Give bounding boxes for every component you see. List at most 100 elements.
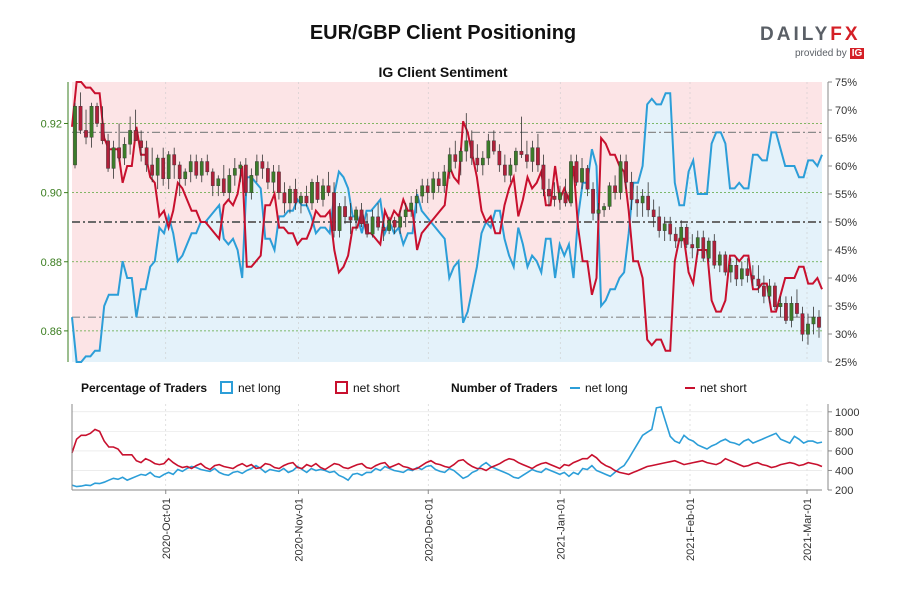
price-tick-label: 0.90 — [41, 188, 62, 200]
candle-body — [172, 154, 177, 166]
candle-body — [453, 154, 458, 162]
sentiment-line — [71, 81, 823, 363]
count-tick-label: 800 — [835, 426, 853, 438]
candle-body — [602, 206, 606, 211]
price-tick-label: 0.88 — [41, 257, 62, 269]
candle-body — [618, 161, 623, 193]
candle-body — [370, 216, 375, 235]
pct-tick-label: 50% — [835, 217, 857, 229]
count-tick-label: 200 — [835, 485, 853, 497]
candle-body — [95, 105, 99, 124]
candle-body — [547, 188, 551, 197]
candle-body — [723, 254, 728, 273]
candle-body — [695, 237, 700, 249]
candle-body — [442, 171, 447, 186]
candle-body — [480, 157, 485, 166]
price-tick-label: 0.92 — [41, 118, 62, 130]
candle-body — [800, 313, 805, 335]
net-long-pct-line — [71, 92, 823, 363]
candle-body — [249, 175, 254, 193]
candle-body — [613, 185, 617, 193]
candle-body — [84, 130, 88, 138]
candle-body — [497, 150, 502, 166]
candle-body — [321, 185, 325, 200]
pct-tick-label: 75% — [835, 77, 857, 89]
candle-body — [161, 157, 166, 179]
candle-body — [409, 202, 414, 211]
candle-body — [282, 192, 287, 204]
candle-body — [243, 164, 248, 193]
candle-body — [447, 154, 452, 173]
candle-body — [591, 188, 595, 214]
candle-body — [508, 164, 513, 176]
candle-body — [403, 209, 408, 218]
candle-body — [128, 130, 132, 145]
candle-body — [188, 161, 193, 173]
candle-body — [315, 182, 320, 200]
net-short-pct-line — [71, 81, 823, 352]
pct-tick-label: 60% — [835, 161, 857, 173]
x-axis: 2020-Oct-01 2020-Nov-01 2020-Dec-01 2021-Ja… — [72, 489, 822, 562]
candle-body — [106, 140, 110, 169]
pct-tick-label: 70% — [835, 105, 857, 117]
chart-title: EUR/GBP Client Positioning — [309, 22, 577, 44]
candle-body — [73, 105, 77, 166]
candle-body — [475, 157, 480, 166]
candle-body — [701, 237, 706, 259]
candle-body — [668, 223, 673, 235]
candle-body — [795, 303, 799, 314]
candle-body — [166, 154, 171, 179]
x-tick-label: 2020-Nov-01 — [294, 498, 306, 562]
legend-num-net-short: net short — [685, 381, 747, 395]
candle-body — [194, 161, 199, 176]
bottom-axes: 200 400 600 800 1000 — [71, 404, 859, 497]
candle-body — [436, 178, 441, 186]
candle-body — [354, 209, 358, 221]
candle-body — [519, 150, 524, 155]
candle-body — [365, 223, 369, 235]
candle-body — [486, 140, 491, 159]
candle-body — [734, 265, 739, 280]
candle-body — [811, 316, 816, 325]
blue-line-icon — [570, 387, 580, 389]
candle-body — [773, 285, 777, 307]
candle-body — [381, 226, 386, 231]
price-candles — [73, 92, 821, 345]
candle-body — [525, 154, 529, 162]
candle-body — [563, 192, 568, 204]
candle-body — [558, 192, 562, 200]
pct-tick-label: 55% — [835, 189, 857, 201]
candle-body — [133, 130, 138, 141]
legend-pct-net-long: net long — [220, 381, 281, 395]
candle-body — [100, 123, 105, 141]
candle-body — [238, 164, 243, 169]
candle-body — [398, 216, 403, 228]
candle-body — [684, 226, 689, 245]
candle-body — [177, 164, 182, 179]
net-short-count-line — [71, 428, 823, 476]
candle-body — [89, 105, 94, 138]
legend-number-title: Number of Traders — [451, 381, 558, 395]
x-tick-label: 2021-Jan-01 — [555, 498, 567, 560]
candle-body — [530, 147, 535, 162]
candle-body — [662, 223, 667, 231]
long-area — [72, 93, 822, 362]
candle-body — [580, 168, 584, 183]
candle-body — [271, 171, 276, 183]
candle-body — [469, 140, 474, 159]
candle-body — [150, 164, 155, 176]
pct-tick-label: 45% — [835, 245, 857, 257]
chart-subtitle: IG Client Sentiment — [378, 64, 508, 80]
candle-body — [144, 147, 149, 166]
candle-body — [139, 140, 143, 148]
candle-body — [607, 185, 612, 207]
candle-body — [111, 147, 116, 169]
candle-body — [762, 285, 766, 297]
candle-body — [640, 195, 645, 204]
pct-tick-label: 30% — [835, 329, 857, 341]
candle-body — [756, 278, 761, 287]
candle-body — [310, 182, 314, 204]
candle-body — [221, 178, 226, 193]
candle-body — [304, 195, 309, 204]
candle-body — [122, 144, 127, 159]
